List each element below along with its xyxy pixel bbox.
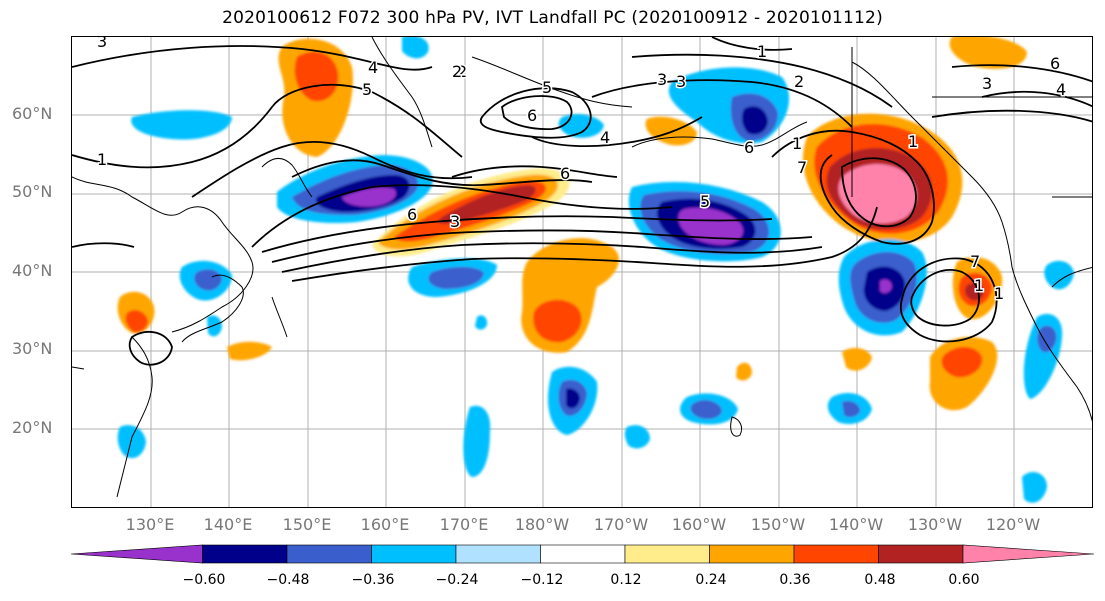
ivt-pc-shading: [117, 37, 1074, 503]
colorbar-swatch: [540, 544, 626, 564]
contour-label: 7: [970, 252, 980, 271]
lon-label: 140°W: [828, 515, 884, 534]
colorbar-extend-min: [70, 544, 203, 564]
contour-label: 3: [982, 74, 992, 93]
lon-label: 130°W: [907, 515, 963, 534]
contour-label: 1: [792, 134, 802, 153]
contour-label: 3: [657, 70, 667, 89]
colorbar-extend-max: [962, 544, 1095, 564]
colorbar-tick-label: 0.60: [948, 572, 980, 588]
map-panel: 3 1 2 1 5 6 4 3 5 6 3 2 1 6 5 4 2 1 6 7 …: [71, 36, 1093, 508]
contour-label: 1: [97, 150, 107, 169]
contour-label: 4: [368, 58, 378, 77]
lat-label: 60°N: [12, 104, 53, 123]
contour-label: 6: [744, 138, 754, 157]
lat-label: 20°N: [12, 418, 53, 437]
contour-labels: 3 1 2 1 5 6 4 3 5 6 3 2 1 6 5 4 2 1 6 7 …: [96, 37, 1068, 305]
lon-label: 130°E: [125, 515, 175, 534]
lat-label: 40°N: [12, 261, 53, 280]
contour-label: 1: [908, 132, 918, 151]
colorbar-swatch: [793, 544, 879, 564]
colorbar-swatch: [371, 544, 457, 564]
contour-label: 3: [676, 72, 686, 91]
colorbar-tick-label: 0.48: [864, 572, 896, 588]
lon-label: 150°E: [282, 515, 332, 534]
colorbar-tick-label: 0.12: [610, 572, 642, 588]
colorbar-tick-label: 0.24: [695, 572, 727, 588]
pv-contours: [72, 37, 1092, 366]
lat-label: 30°N: [12, 339, 53, 358]
lon-label: 150°W: [750, 515, 806, 534]
colorbar-tick-label: −0.36: [351, 572, 395, 588]
contour-label: 3: [450, 212, 460, 231]
colorbar-swatch: [878, 544, 964, 564]
lat-label: 50°N: [12, 182, 53, 201]
contour-label: 4: [1056, 80, 1066, 99]
colorbar-swatch: [202, 544, 288, 564]
colorbar-tick-label: −0.48: [266, 572, 310, 588]
coastlines: [72, 37, 1092, 498]
lon-label: 170°W: [593, 515, 649, 534]
colorbar-tick-label: −0.60: [182, 572, 226, 588]
lon-label: 180°W: [514, 515, 570, 534]
lon-label: 160°E: [360, 515, 410, 534]
colorbar-tick-label: −0.12: [520, 572, 564, 588]
colorbar-swatch: [624, 544, 710, 564]
colorbar-tick-label: 0.36: [779, 572, 811, 588]
contour-label: 6: [560, 164, 570, 183]
contour-label: 2: [452, 62, 462, 81]
colorbar: [70, 544, 1095, 564]
contour-label: 5: [542, 78, 552, 97]
contour-label: 2: [794, 72, 804, 91]
lon-label: 140°E: [203, 515, 253, 534]
contour-label: 2: [457, 62, 467, 81]
map-title: 2020100612 F072 300 hPa PV, IVT Landfall…: [222, 8, 883, 28]
colorbar-tick-label: −0.24: [435, 572, 479, 588]
colorbar-swatch: [709, 544, 795, 564]
contour-label: 5: [362, 80, 372, 99]
lon-label: 120°W: [985, 515, 1041, 534]
contour-label: 6: [1050, 54, 1060, 73]
contour-label: 6: [407, 205, 417, 224]
contour-label: 4: [600, 128, 610, 147]
contour-label: 7: [797, 158, 807, 177]
contour-label: 3: [97, 37, 107, 51]
lon-label: 170°E: [439, 515, 489, 534]
map-canvas: 3 1 2 1 5 6 4 3 5 6 3 2 1 6 5 4 2 1 6 7 …: [72, 37, 1092, 507]
contour-label: 1: [974, 276, 984, 295]
contour-label: 6: [527, 106, 537, 125]
lon-label: 160°W: [671, 515, 727, 534]
colorbar-swatch: [455, 544, 541, 564]
colorbar-swatch: [286, 544, 372, 564]
contour-label: 1: [757, 42, 767, 61]
contour-label: 1: [994, 284, 1004, 303]
contour-label: 5: [700, 192, 710, 211]
